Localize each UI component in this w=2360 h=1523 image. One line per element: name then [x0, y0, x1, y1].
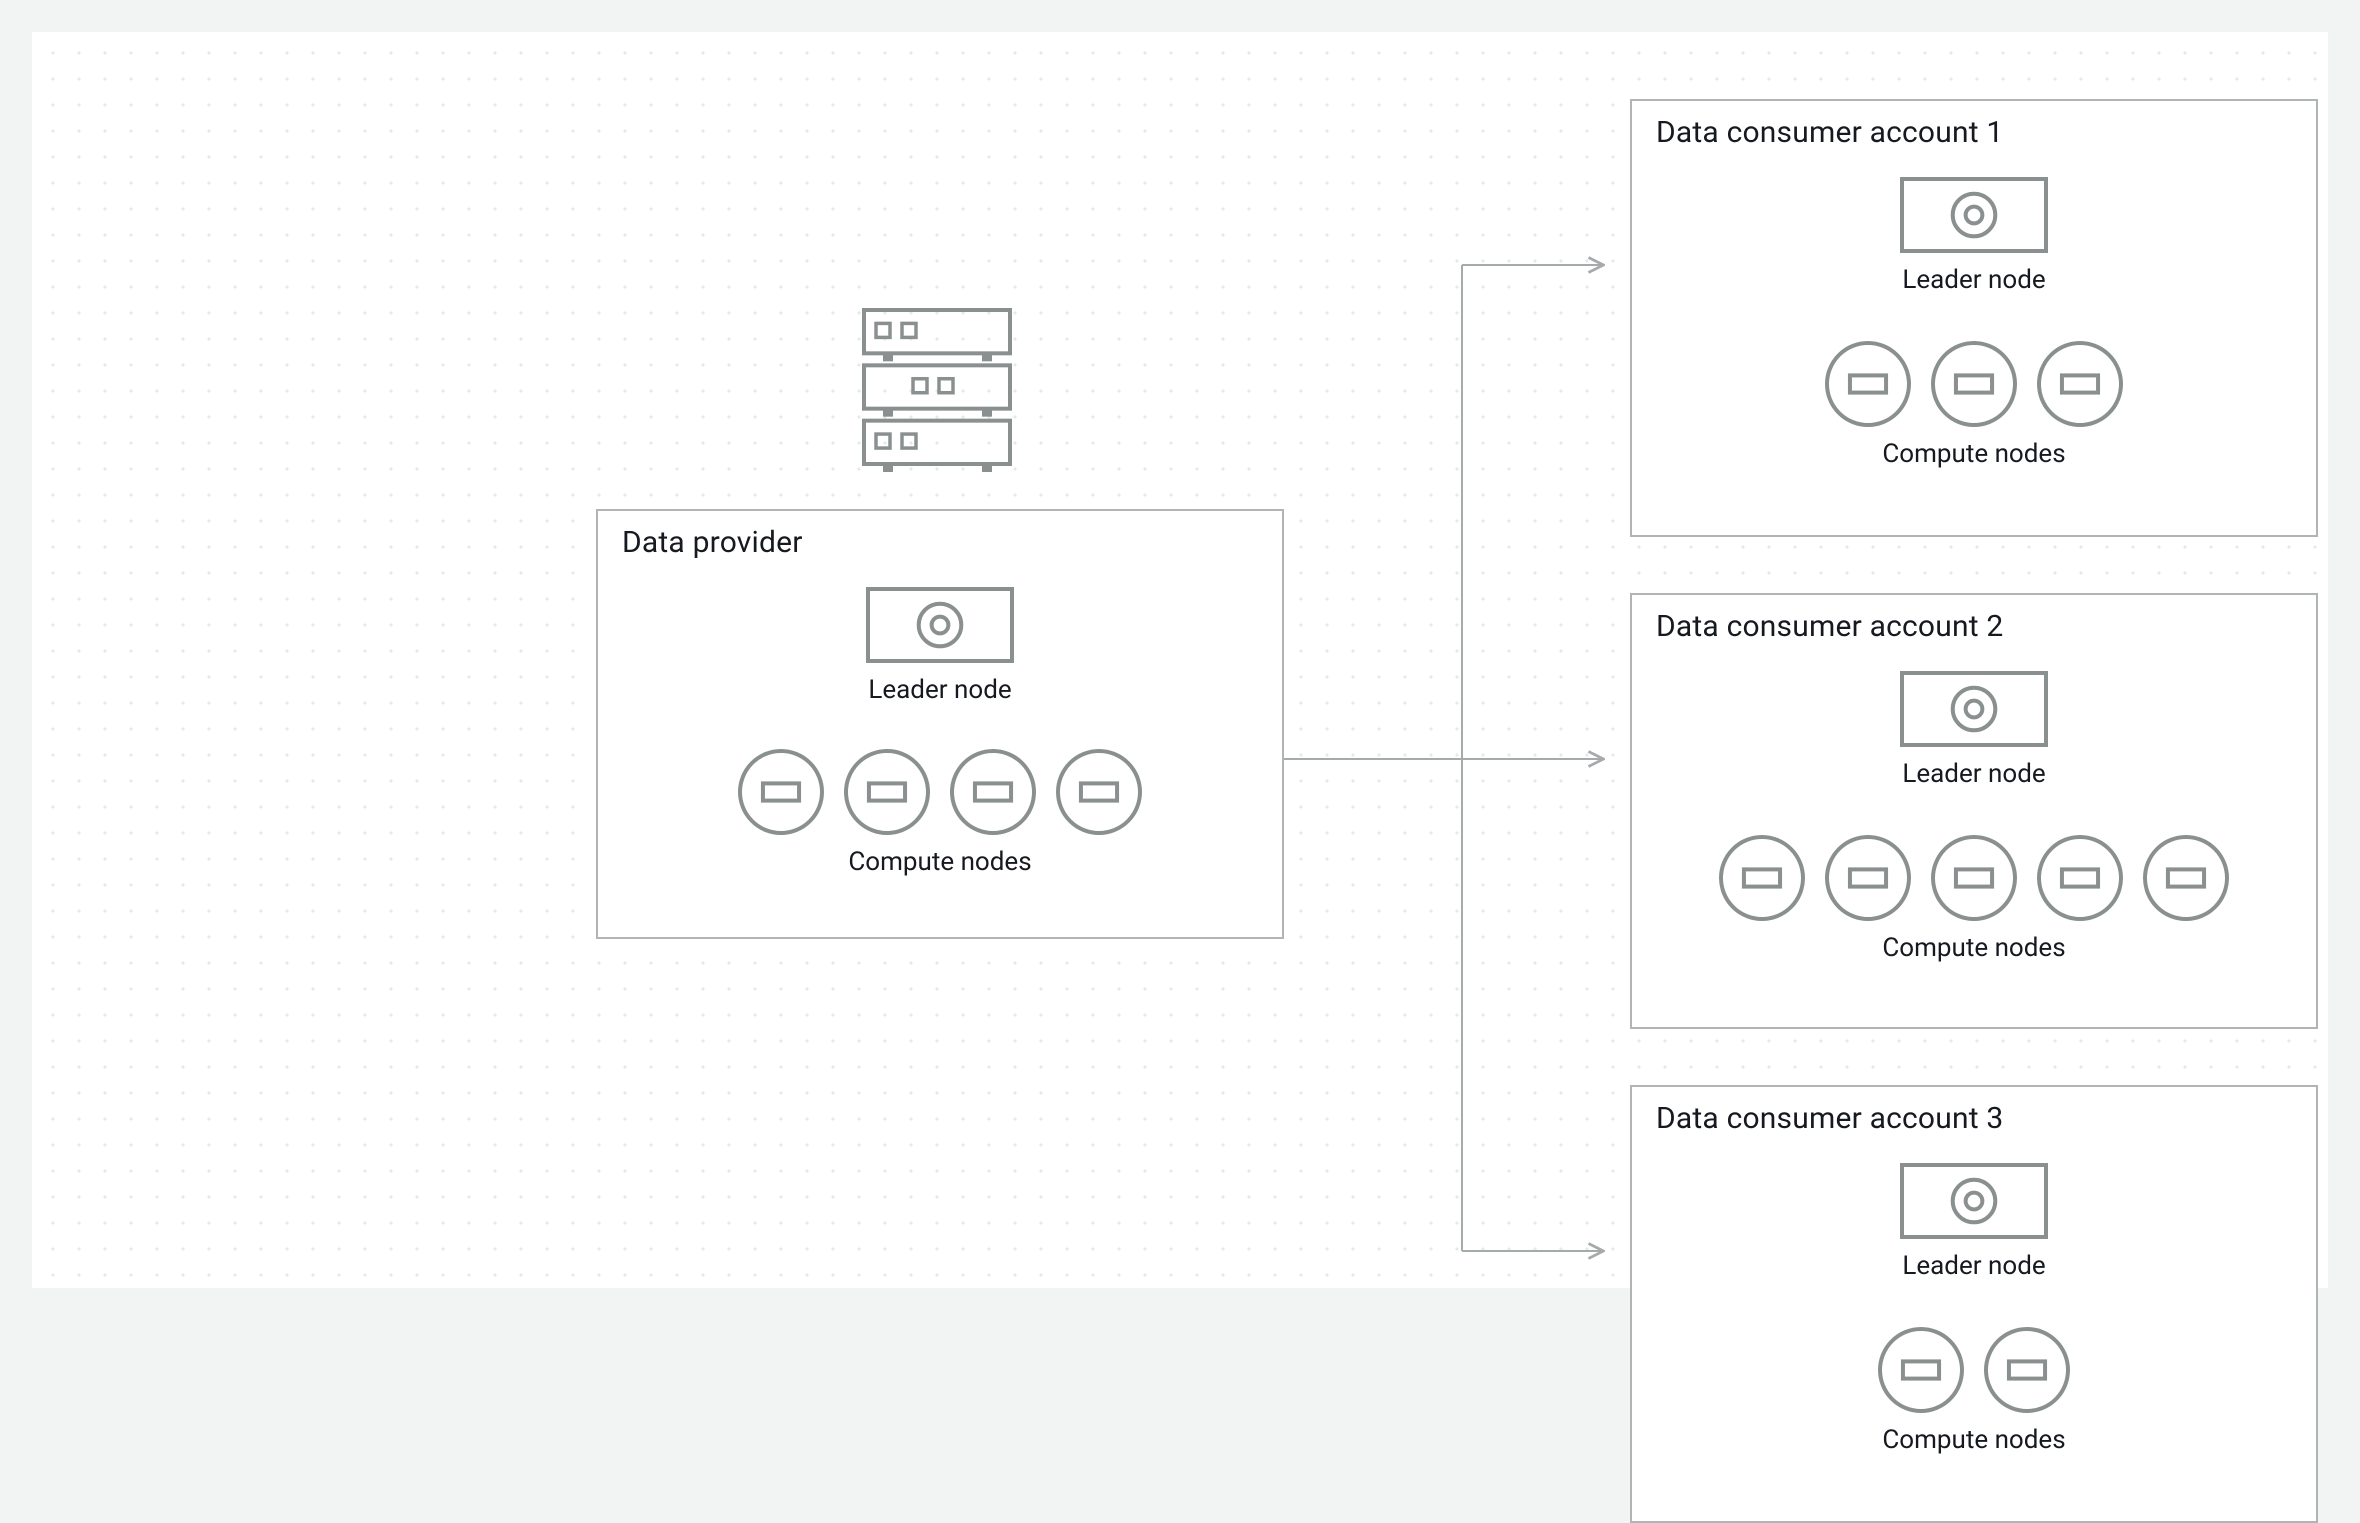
compute-node-icon [1719, 835, 1805, 921]
data-provider-box: Data provider Leader node Compute nodes [596, 509, 1284, 939]
compute-node-icon [1984, 1327, 2070, 1413]
data-consumer-box: Data consumer account 2 Leader node Comp… [1630, 593, 2318, 1029]
consumer-title: Data consumer account 1 [1656, 115, 2003, 150]
leader-node-icon [1900, 177, 2048, 253]
provider-compute-block: Compute nodes [598, 749, 1282, 877]
compute-node-icon [1825, 835, 1911, 921]
provider-compute-label: Compute nodes [848, 847, 1031, 877]
consumer-leader-label: Leader node [1902, 1251, 2045, 1281]
leader-node-icon [1900, 671, 2048, 747]
data-provider-title: Data provider [622, 525, 803, 560]
compute-node-icon [2037, 341, 2123, 427]
consumer-compute-label: Compute nodes [1882, 1425, 2065, 1455]
compute-node-icon [950, 749, 1036, 835]
compute-node-icon [1931, 835, 2017, 921]
data-consumer-box: Data consumer account 1 Leader node Comp… [1630, 99, 2318, 537]
compute-node-icon [1825, 341, 1911, 427]
compute-node-icon [844, 749, 930, 835]
compute-node-icon [1931, 341, 2017, 427]
consumer-compute-block: Compute nodes [1632, 835, 2316, 963]
consumer-title: Data consumer account 3 [1656, 1101, 2003, 1136]
compute-node-icon [1056, 749, 1142, 835]
consumer-leader-label: Leader node [1902, 265, 2045, 295]
provider-leader-block: Leader node [598, 587, 1282, 705]
consumer-leader-block: Leader node [1632, 1163, 2316, 1281]
compute-node-icon [738, 749, 824, 835]
leader-node-icon [866, 587, 1014, 663]
provider-compute-row [738, 749, 1142, 835]
consumer-compute-label: Compute nodes [1882, 439, 2065, 469]
data-consumer-box: Data consumer account 3 Leader node Comp… [1630, 1085, 2318, 1523]
compute-node-icon [2143, 835, 2229, 921]
compute-node-icon [1878, 1327, 1964, 1413]
consumer-compute-row [1719, 835, 2229, 921]
consumer-compute-row [1825, 341, 2123, 427]
compute-node-icon [2037, 835, 2123, 921]
leader-node-icon [1900, 1163, 2048, 1239]
provider-leader-label: Leader node [868, 675, 1011, 705]
consumer-compute-row [1878, 1327, 2070, 1413]
consumer-compute-block: Compute nodes [1632, 341, 2316, 469]
consumer-leader-block: Leader node [1632, 671, 2316, 789]
consumer-compute-block: Compute nodes [1632, 1327, 2316, 1455]
consumer-compute-label: Compute nodes [1882, 933, 2065, 963]
consumer-title: Data consumer account 2 [1656, 609, 2003, 644]
server-stack-icon [862, 308, 1012, 478]
consumer-leader-label: Leader node [1902, 759, 2045, 789]
consumer-leader-block: Leader node [1632, 177, 2316, 295]
